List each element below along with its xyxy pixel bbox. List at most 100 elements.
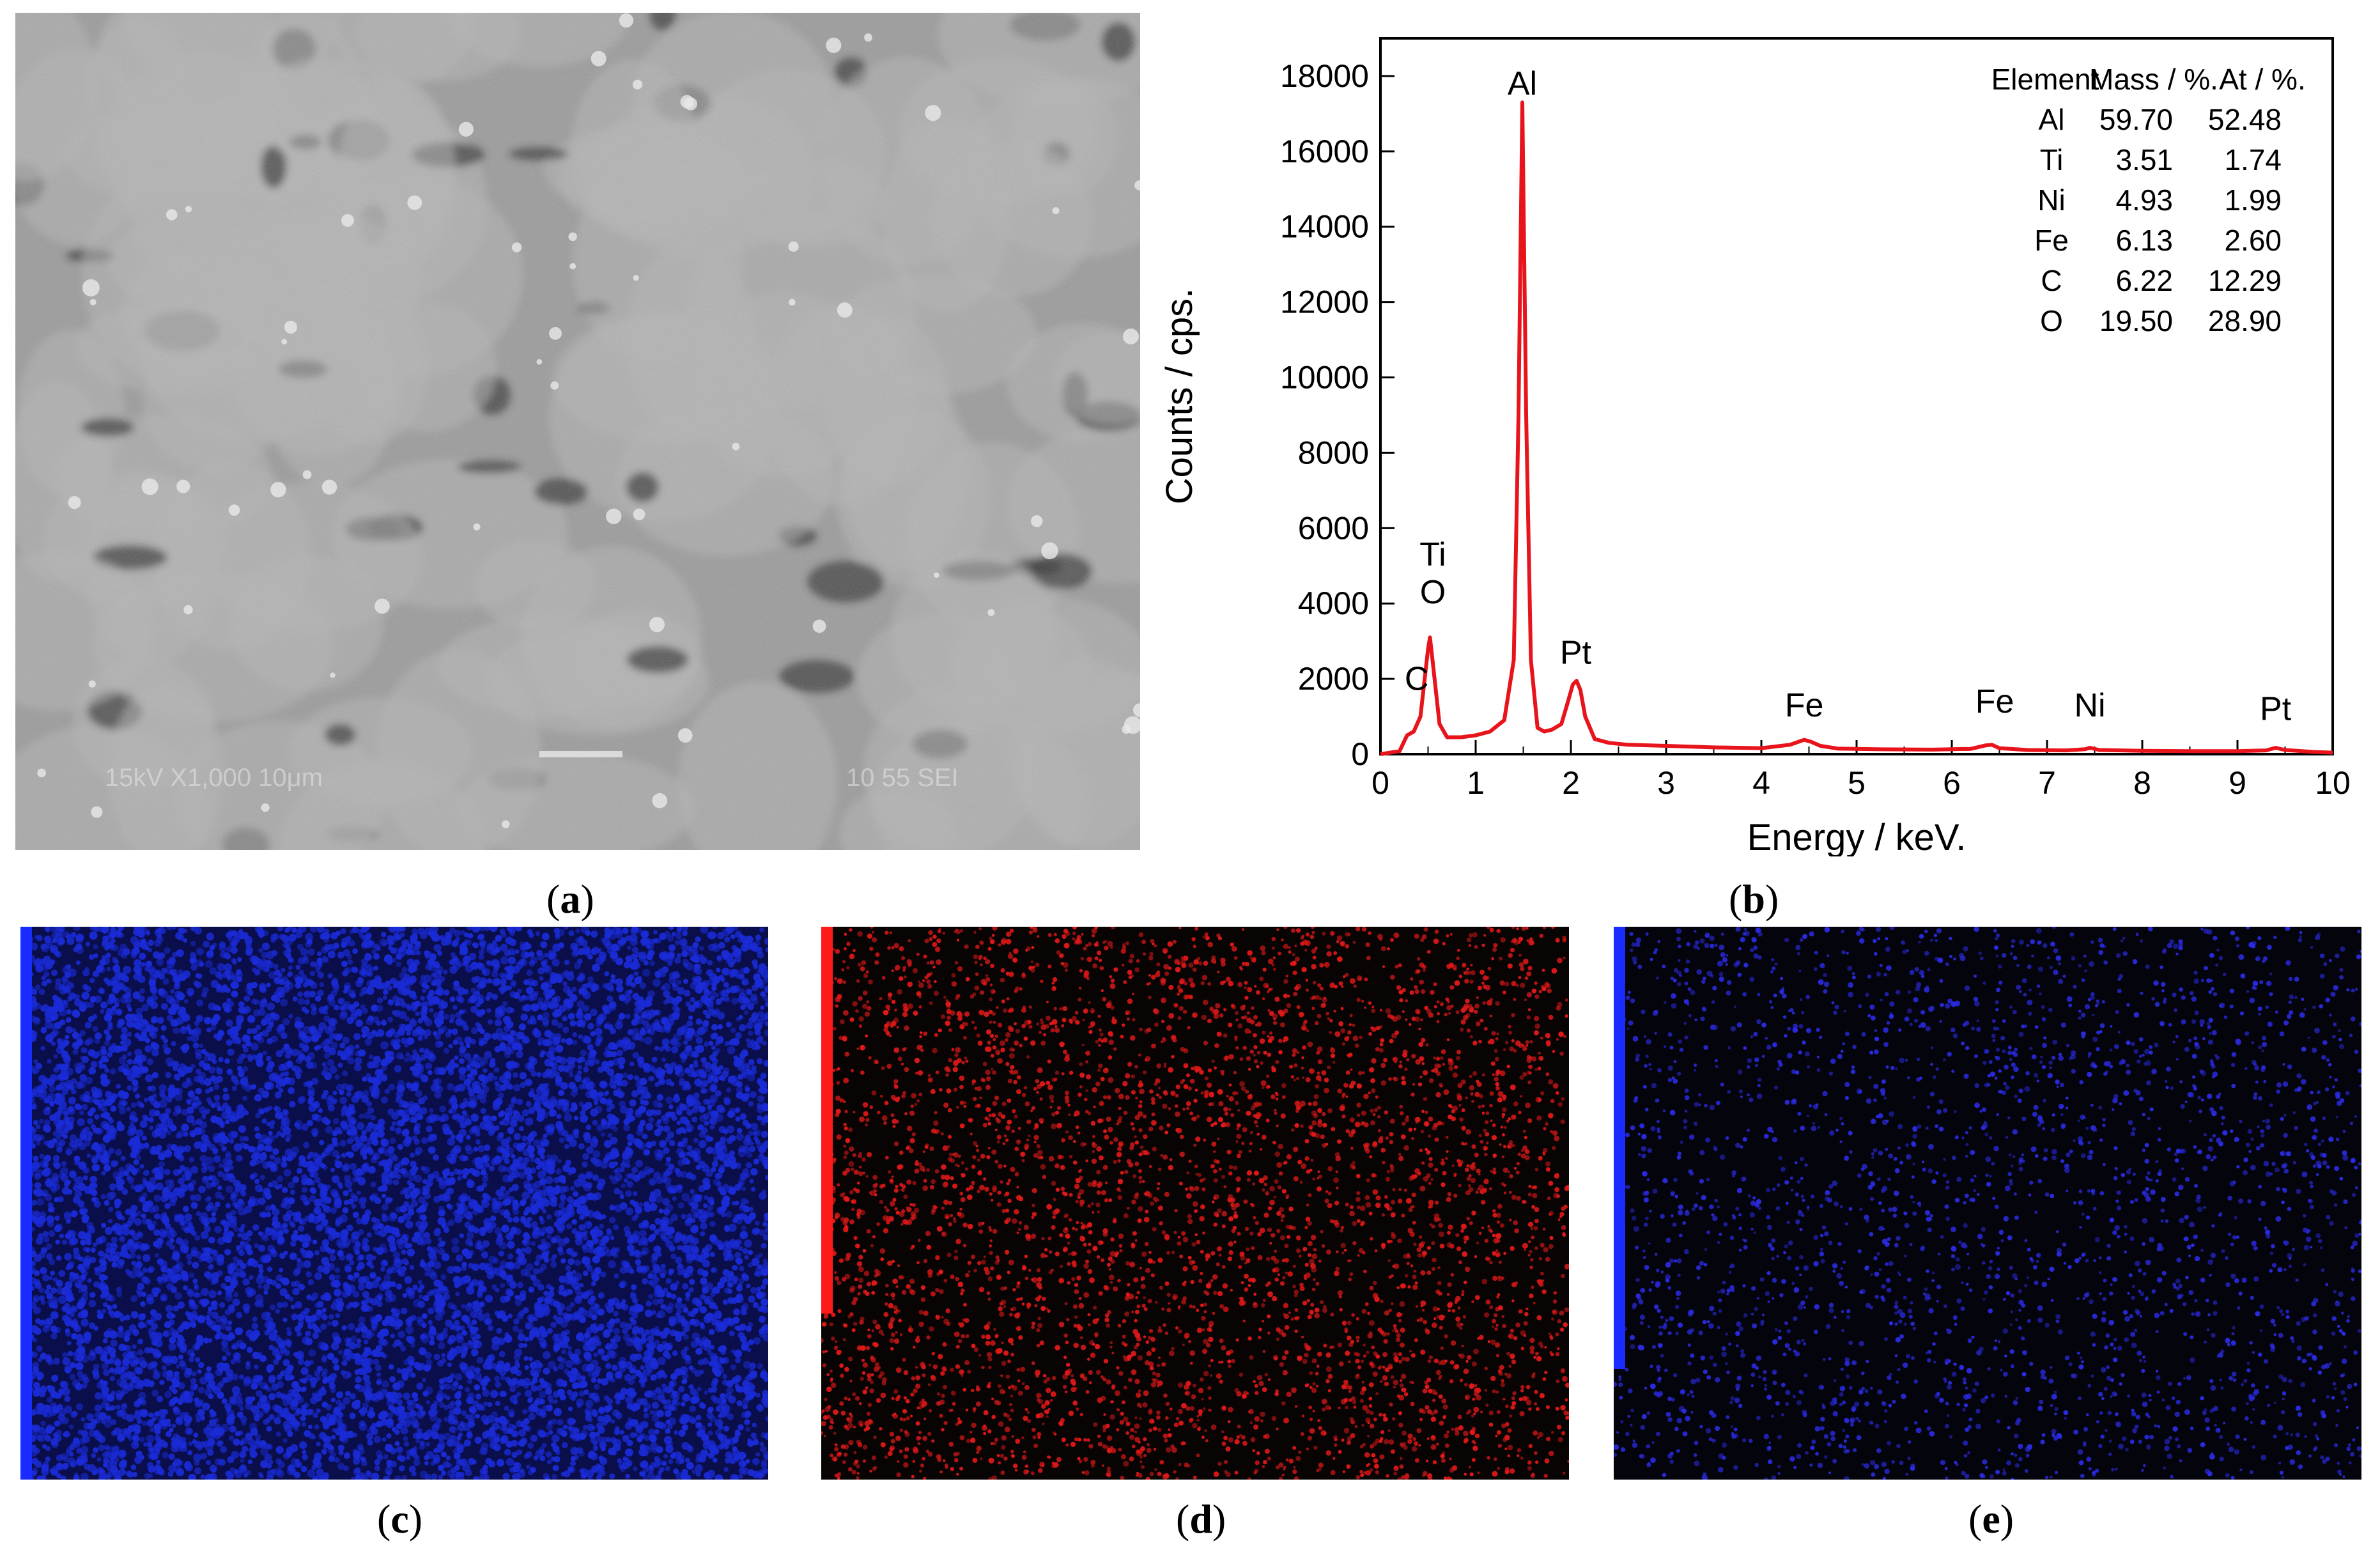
map-dot: [525, 1117, 534, 1126]
map-dot: [287, 1078, 295, 1086]
map-dot: [500, 1375, 506, 1381]
map-dot: [642, 1278, 649, 1285]
table-cell: C: [2041, 264, 2062, 297]
map-dot: [707, 1430, 713, 1436]
table-header: At / %.: [2219, 63, 2305, 96]
sem-bright-particle: [261, 803, 270, 812]
map-dot: [132, 1344, 137, 1349]
map-dot: [353, 1033, 361, 1041]
map-dot: [261, 952, 268, 959]
map-dot: [505, 936, 513, 945]
map-dot: [230, 1209, 236, 1216]
map-dot: [482, 1175, 489, 1182]
map-dot: [725, 1457, 731, 1464]
map-dot: [166, 927, 173, 931]
map-dot: [102, 1302, 108, 1308]
map-dot: [387, 1050, 394, 1058]
map-dot: [545, 1176, 553, 1184]
sem-bright-particle: [375, 598, 390, 614]
sem-bright-particle: [473, 523, 481, 530]
map-dot: [545, 1098, 550, 1103]
map-dot: [43, 971, 50, 977]
map-dot: [470, 961, 478, 969]
map-dot: [755, 1393, 761, 1398]
map-dot: [467, 998, 473, 1004]
map-dot: [545, 1388, 552, 1395]
map-dot: [295, 1073, 302, 1079]
map-dot: [292, 1287, 300, 1296]
map-dot: [468, 952, 477, 961]
map-dot: [162, 1331, 169, 1337]
map-dot: [750, 993, 758, 1002]
map-dot: [325, 1247, 332, 1253]
table-cell: 59.70: [2099, 103, 2173, 136]
map-dot: [662, 1117, 670, 1124]
map-dot: [144, 1473, 151, 1480]
map-dot: [759, 1441, 764, 1446]
map-dot: [739, 988, 746, 994]
map-dot: [465, 1118, 472, 1126]
map-dot: [748, 1101, 754, 1107]
map-dot: [348, 1188, 353, 1193]
map-dot: [193, 1453, 201, 1462]
map-dot: [46, 1253, 53, 1260]
map-dot: [348, 940, 355, 947]
map-dot: [514, 1299, 522, 1306]
map-dot: [349, 1260, 355, 1265]
map-dot: [212, 1205, 219, 1212]
map-dot: [433, 1400, 438, 1406]
map-dot: [236, 1023, 242, 1028]
map-dot: [533, 1268, 539, 1275]
map-dot: [487, 1402, 493, 1407]
map-dot: [764, 1175, 768, 1180]
map-dot: [631, 1284, 637, 1290]
sem-bright-particle: [1132, 703, 1140, 718]
map-dot: [213, 1418, 219, 1423]
map-dot: [120, 996, 128, 1004]
map-dot: [734, 1434, 739, 1440]
map-dot: [227, 1048, 235, 1056]
map-dot: [127, 1032, 132, 1037]
map-dot: [115, 1045, 121, 1051]
map-dot: [309, 1195, 316, 1202]
map-dot: [764, 1228, 768, 1233]
map-dot: [461, 1304, 466, 1309]
map-dot: [254, 1126, 259, 1132]
map-dot: [557, 1356, 563, 1362]
map-dot: [197, 1386, 205, 1394]
sem-bright-particle: [228, 504, 240, 516]
map-dot: [352, 1290, 360, 1298]
map-dot: [389, 1294, 397, 1302]
map-dot: [684, 1044, 693, 1053]
map-dot: [516, 988, 522, 994]
map-dot: [525, 1425, 532, 1432]
map-dot: [352, 927, 359, 934]
map-dot: [569, 1072, 574, 1078]
map-dot: [543, 1012, 550, 1019]
map-dot: [178, 1354, 184, 1360]
map-dot: [750, 1168, 758, 1176]
map-dot: [382, 1437, 387, 1442]
map-dot: [130, 1311, 139, 1319]
map-dot: [500, 1186, 506, 1192]
map-dot: [381, 931, 387, 938]
map-dot: [745, 1326, 752, 1333]
peak-label: Fe: [1785, 687, 1824, 724]
map-dot: [243, 1308, 250, 1314]
map-dot: [690, 1311, 696, 1317]
sem-micrograph: 15kV X1,000 10μm 10 55 SEI: [15, 13, 1140, 850]
x-tick-label: 5: [1848, 765, 1866, 801]
map-dot: [681, 1244, 690, 1253]
map-dot: [603, 1024, 609, 1029]
map-dot: [556, 1378, 564, 1387]
map-dot: [278, 1064, 286, 1072]
map-dot: [176, 1108, 182, 1114]
map-dot: [522, 1232, 530, 1239]
map-dot: [532, 1371, 539, 1379]
map-dot: [426, 1359, 433, 1366]
map-dot: [371, 1255, 376, 1260]
map-dot: [527, 1217, 532, 1222]
map-dot: [601, 1097, 607, 1102]
map-dot: [451, 1097, 458, 1105]
map-dot: [676, 1120, 681, 1126]
